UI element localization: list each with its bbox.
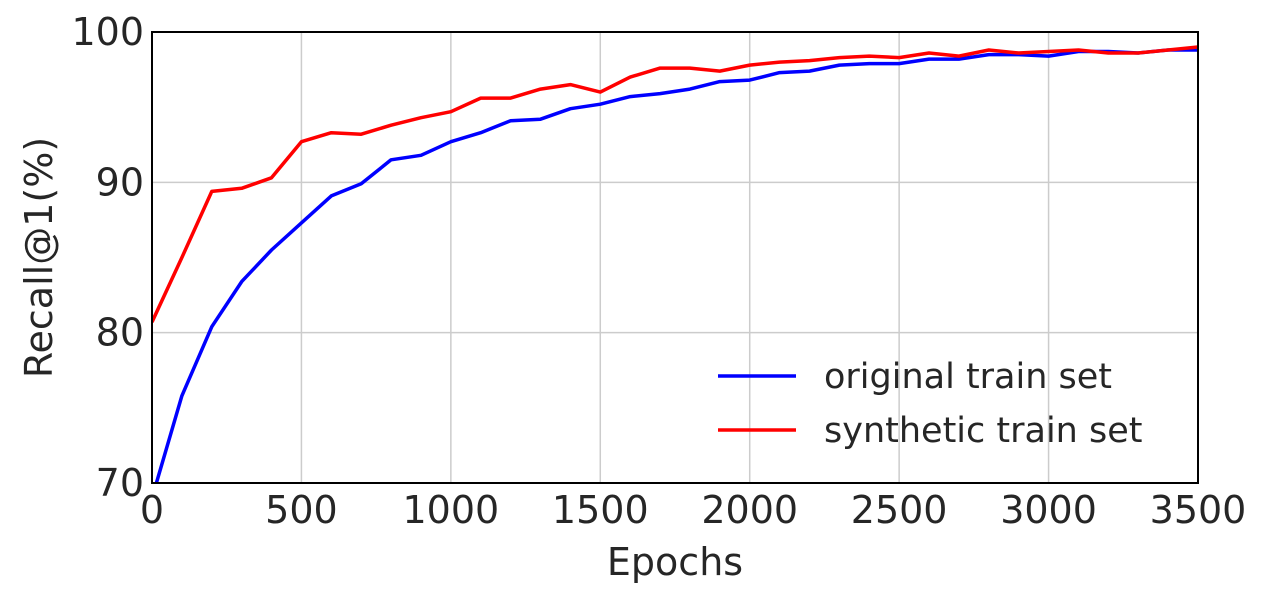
x-axis-label: Epochs [607,540,743,584]
plot-frame [151,31,1199,484]
x-tick-label: 500 [265,488,338,532]
series-line-1 [154,48,1198,483]
legend-label: original train set [824,357,1112,397]
legend: original train set synthetic train set [718,357,1142,451]
tick-labels: 0 500 1000 1500 2000 2500 3000 3500 70 80 90 100 [71,10,1246,532]
x-tick-label: 3000 [1000,488,1097,532]
x-tick-label: 2500 [851,488,948,532]
series-line-2 [152,45,1198,323]
y-tick-label: 100 [71,10,144,54]
x-tick-label: 1000 [402,488,499,532]
x-tick-label: 1500 [552,488,649,532]
y-tick-label: 80 [96,311,144,355]
series-lines [152,45,1198,483]
y-tick-label: 90 [96,160,144,204]
y-tick-label: 70 [96,461,144,505]
legend-label: synthetic train set [824,411,1142,451]
x-tick-label: 0 [140,488,164,532]
x-tick-label: 3500 [1150,488,1247,532]
y-axis-label: Recall@1(%) [17,137,61,378]
x-tick-label: 2000 [701,488,798,532]
